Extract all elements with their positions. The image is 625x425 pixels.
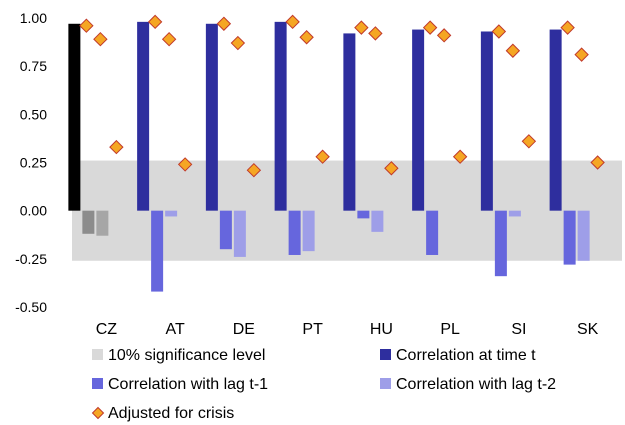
adjusted-marker-pt-2 xyxy=(299,30,314,45)
axis-layer: CZ AT DE PT HU PL SI SK 1.00 0.75 0.50 0.25 0.00 -0.2… xyxy=(15,10,599,338)
adjusted-marker-sk-2 xyxy=(574,47,589,62)
y-tick-label: 0.25 xyxy=(20,155,47,171)
bar-si-series-1 xyxy=(480,31,493,211)
x-tick-label-de: DE xyxy=(233,321,255,338)
y-tick-label: 0.75 xyxy=(20,58,47,74)
bar-si-series-3 xyxy=(508,210,521,217)
adjusted-marker-cz-2 xyxy=(93,31,108,47)
legend-label-3: Correlation with lag t-1 xyxy=(108,376,268,393)
markers-layer xyxy=(79,14,605,178)
bar-cz-series-1 xyxy=(68,23,81,211)
adjusted-marker-si-3 xyxy=(521,134,537,149)
adjusted-marker-sk-1 xyxy=(560,20,575,35)
bar-de-series-2 xyxy=(219,210,232,250)
adjusted-marker-hu-3 xyxy=(384,161,399,176)
adjusted-marker-pl-2 xyxy=(436,28,452,43)
adjusted-marker-si-1 xyxy=(491,24,507,39)
y-tick-label: 1.00 xyxy=(20,10,47,26)
y-tick-label: -0.25 xyxy=(15,251,47,267)
adjusted-marker-sk-3 xyxy=(590,155,605,170)
x-tick-label-cz: CZ xyxy=(96,321,118,338)
y-tick-label: 0.50 xyxy=(20,106,47,122)
adjusted-marker-si-2 xyxy=(505,43,521,58)
bar-pt-series-1 xyxy=(274,21,287,211)
x-tick-label-hu: HU xyxy=(370,321,393,338)
bar-sk-series-2 xyxy=(563,210,576,265)
bar-cz-series-2 xyxy=(82,210,95,234)
bar-pl-series-2 xyxy=(426,210,439,255)
adjusted-marker-de-3 xyxy=(246,162,262,178)
legend-marker-2 xyxy=(380,349,391,360)
bars-layer xyxy=(68,21,590,292)
legend: 10% significance level Correlation at tim… xyxy=(91,347,556,422)
x-tick-label-at: AT xyxy=(165,321,184,338)
adjusted-marker-at-3 xyxy=(177,157,193,172)
bar-hu-series-1 xyxy=(343,33,356,211)
x-tick-label-si: SI xyxy=(511,321,526,338)
bar-pl-series-1 xyxy=(412,29,425,211)
legend-label-5: Adjusted for crisis xyxy=(108,405,234,422)
adjusted-marker-de-1 xyxy=(216,16,232,31)
x-tick-label-sk: SK xyxy=(577,321,599,338)
bar-de-series-3 xyxy=(233,210,246,257)
x-tick-label-pt: PT xyxy=(302,321,323,338)
bar-de-series-1 xyxy=(205,23,218,211)
adjusted-marker-cz-3 xyxy=(109,139,124,155)
bar-at-series-1 xyxy=(137,21,150,211)
bar-sk-series-3 xyxy=(577,210,590,261)
bar-at-series-2 xyxy=(151,210,164,292)
legend-marker-adjusted xyxy=(91,406,105,420)
bar-pt-series-3 xyxy=(302,210,315,252)
legend-label-4: Correlation with lag t-2 xyxy=(396,376,556,393)
adjusted-marker-at-2 xyxy=(161,31,177,47)
legend-marker-3 xyxy=(92,378,103,389)
bar-hu-series-3 xyxy=(371,210,384,232)
legend-label-2: Correlation at time t xyxy=(396,347,536,364)
y-tick-label: -0.50 xyxy=(15,299,47,315)
bar-pt-series-2 xyxy=(288,210,301,255)
bar-si-series-2 xyxy=(494,210,507,277)
legend-marker-4 xyxy=(380,378,391,389)
y-tick-label: 0.00 xyxy=(20,203,47,219)
bar-sk-series-1 xyxy=(549,29,562,211)
adjusted-marker-pt-3 xyxy=(315,149,330,164)
adjusted-marker-pl-1 xyxy=(422,20,438,35)
bar-at-series-3 xyxy=(165,210,178,217)
adjusted-marker-hu-1 xyxy=(354,20,369,35)
legend-label-1: 10% significance level xyxy=(108,347,265,364)
adjusted-marker-pl-3 xyxy=(452,149,468,164)
bar-cz-series-3 xyxy=(96,210,109,236)
adjusted-marker-at-1 xyxy=(147,14,163,30)
x-tick-label-pl: PL xyxy=(440,321,460,338)
legend-marker-1 xyxy=(92,349,103,360)
bar-hu-series-2 xyxy=(357,210,370,219)
adjusted-marker-hu-2 xyxy=(368,26,383,41)
adjusted-marker-de-2 xyxy=(230,35,246,51)
adjusted-marker-cz-1 xyxy=(79,18,94,33)
adjusted-marker-pt-1 xyxy=(285,14,300,30)
